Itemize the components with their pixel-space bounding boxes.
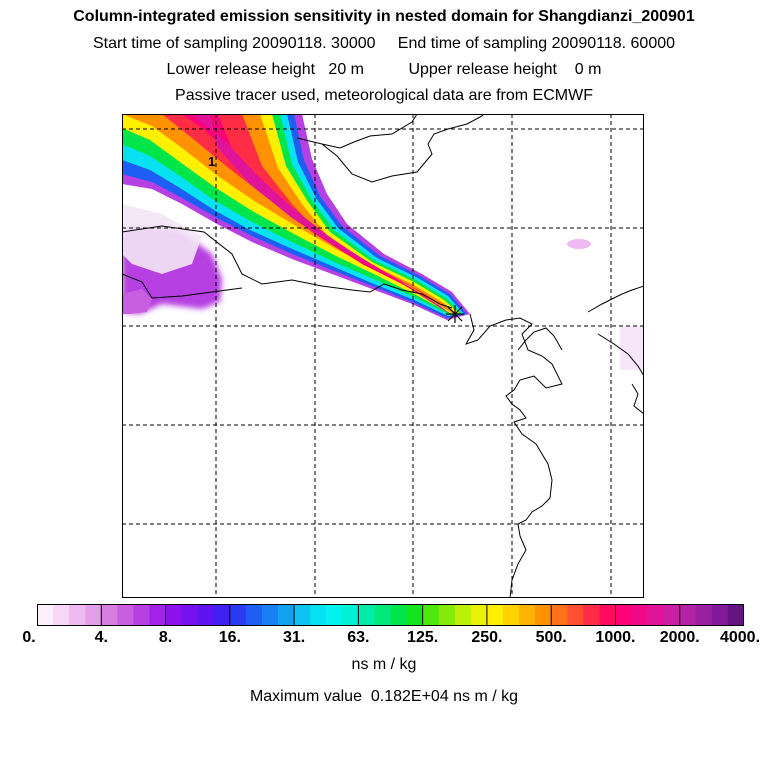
colorbar-cell (53, 604, 70, 626)
colorbar-cell (342, 604, 359, 626)
colorbar-cell (470, 604, 488, 626)
colorbar-tick-3: 16. (218, 629, 241, 646)
colorbar-cell (37, 604, 54, 626)
colorbar-units: ns m / kg (351, 656, 417, 673)
colorbar-cell (294, 604, 311, 626)
colorbar-cell (695, 604, 713, 626)
colorbar-tick-6: 125. (407, 629, 439, 646)
colorbar-cell (438, 604, 456, 626)
map-title: Column-integrated emission sensitivity i… (73, 8, 695, 25)
colorbar-cell (486, 604, 504, 626)
contour-label: 1 (208, 154, 215, 169)
colorbar-cell (197, 604, 215, 626)
colorbar-frame (37, 604, 744, 626)
coastline (122, 114, 644, 598)
sampling-times: Start time of sampling 20090118. 30000 E… (0, 34, 768, 54)
colorbar-cell (519, 604, 536, 626)
receptor-star-icon (446, 305, 464, 323)
colorbar-tick-0: 0. (22, 629, 36, 646)
colorbar-tick-4: 31. (282, 629, 306, 646)
sampling-start: Start time of sampling 20090118. 30000 (92, 35, 376, 52)
colorbar-tick-5: 63. (347, 629, 370, 646)
colorbar-cell (149, 604, 166, 626)
colorbar-cell (599, 604, 616, 626)
colorbar-cell (326, 604, 343, 626)
faint-patch-edge (620, 326, 644, 370)
colorbar-tick-9: 1000. (595, 629, 636, 646)
colorbar-cell (454, 604, 472, 626)
colorbar-tick-labels: 0. 4. 8. 16. 31. 63. 125. 250. 500. 1000… (0, 629, 768, 651)
map-panel: 1 (122, 114, 644, 598)
colorbar-cell (551, 604, 568, 626)
colorbar-cell (117, 604, 134, 626)
release-heights: Lower release height 20 m Upper release … (0, 60, 768, 80)
colorbar-cell (406, 604, 424, 626)
colorbar-cell (679, 604, 697, 626)
colorbar-cell (101, 604, 118, 626)
colorbar-cell (278, 604, 295, 626)
colorbar-cell (567, 604, 584, 626)
colorbar-cell (390, 604, 407, 626)
colorbar-cell (422, 604, 440, 626)
colorbar-tick-11: 4000. (719, 629, 761, 646)
colorbar-cell (631, 604, 648, 626)
grid-lines (122, 114, 644, 598)
colorbar-cell (181, 604, 199, 626)
colorbar-tick-1: 4. (94, 629, 108, 646)
colorbar-tick-7: 250. (471, 629, 503, 646)
colorbar-cell (69, 604, 86, 626)
colorbar (37, 604, 744, 626)
upper-release-height: Upper release height 0 m (408, 61, 602, 78)
low-sensitivity-region-2 (122, 289, 152, 314)
colorbar-cell (663, 604, 681, 626)
maximum-value: Maximum value 0.182E+04 ns m / kg (249, 688, 519, 705)
map-frame (122, 114, 644, 598)
colorbar-cell (245, 604, 263, 626)
colorbar-cell (711, 604, 729, 626)
colorbar-cell (85, 604, 102, 626)
colorbar-tick-2: 8. (158, 629, 173, 646)
tracer-info: Passive tracer used, meteorological data… (175, 87, 593, 104)
colorbar-cell (213, 604, 231, 626)
colorbar-cell (615, 604, 632, 626)
colorbar-tick-8: 500. (535, 629, 567, 646)
colorbar-cell (165, 604, 183, 626)
colorbar-cell (229, 604, 247, 626)
colorbar-cell (727, 604, 744, 626)
colorbar-cell (583, 604, 600, 626)
lower-release-height: Lower release height 20 m (166, 61, 364, 78)
colorbar-cell (647, 604, 665, 626)
background-faint-region (122, 204, 202, 274)
colorbar-cell (133, 604, 150, 626)
colorbar-cell (310, 604, 327, 626)
colorbar-cell (535, 604, 552, 626)
colorbar-cell (374, 604, 391, 626)
faint-patch-east (567, 239, 591, 249)
colorbar-cell (358, 604, 375, 626)
colorbar-cell (261, 604, 279, 626)
colorbar-cell (502, 604, 520, 626)
colorbar-tick-10: 2000. (659, 629, 700, 646)
sampling-end: End time of sampling 20090118. 60000 (397, 35, 676, 52)
